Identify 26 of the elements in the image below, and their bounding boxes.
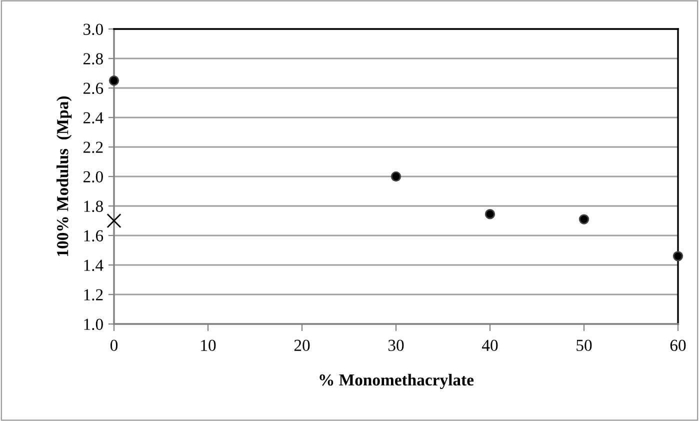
y-axis-title: 100% Modulus (Mpa) xyxy=(56,96,72,256)
y-tick-label: 2.6 xyxy=(83,82,104,94)
y-tick-label: 2.0 xyxy=(83,171,103,183)
y-tick-label: 2.4 xyxy=(83,112,104,124)
y-tick-label: 2.2 xyxy=(83,142,103,154)
point xyxy=(106,213,122,228)
x-tick-label: 50 xyxy=(576,340,592,352)
y-tick-label: 1.4 xyxy=(84,260,104,272)
y-tick-label: 1.0 xyxy=(84,318,103,330)
point xyxy=(108,76,120,86)
y-tick-label: 1.2 xyxy=(84,289,103,301)
x-tick-label: 30 xyxy=(388,340,404,352)
x-axis-title: % Monomethacrylate xyxy=(320,374,474,389)
point xyxy=(484,209,496,220)
point xyxy=(390,171,402,182)
point xyxy=(578,214,590,224)
y-tick-label: 2.8 xyxy=(83,53,103,65)
x-tick-label: 0 xyxy=(110,340,118,352)
x-tick-label: 10 xyxy=(201,340,216,352)
point xyxy=(672,251,684,262)
x-tick-label: 60 xyxy=(670,340,686,352)
y-tick-label: 3.0 xyxy=(84,24,103,36)
y-tick-label: 1.6 xyxy=(84,230,104,242)
y-tick-label: 1.8 xyxy=(84,200,103,212)
x-tick-label: 20 xyxy=(294,340,310,352)
x-tick-label: 40 xyxy=(482,340,498,352)
